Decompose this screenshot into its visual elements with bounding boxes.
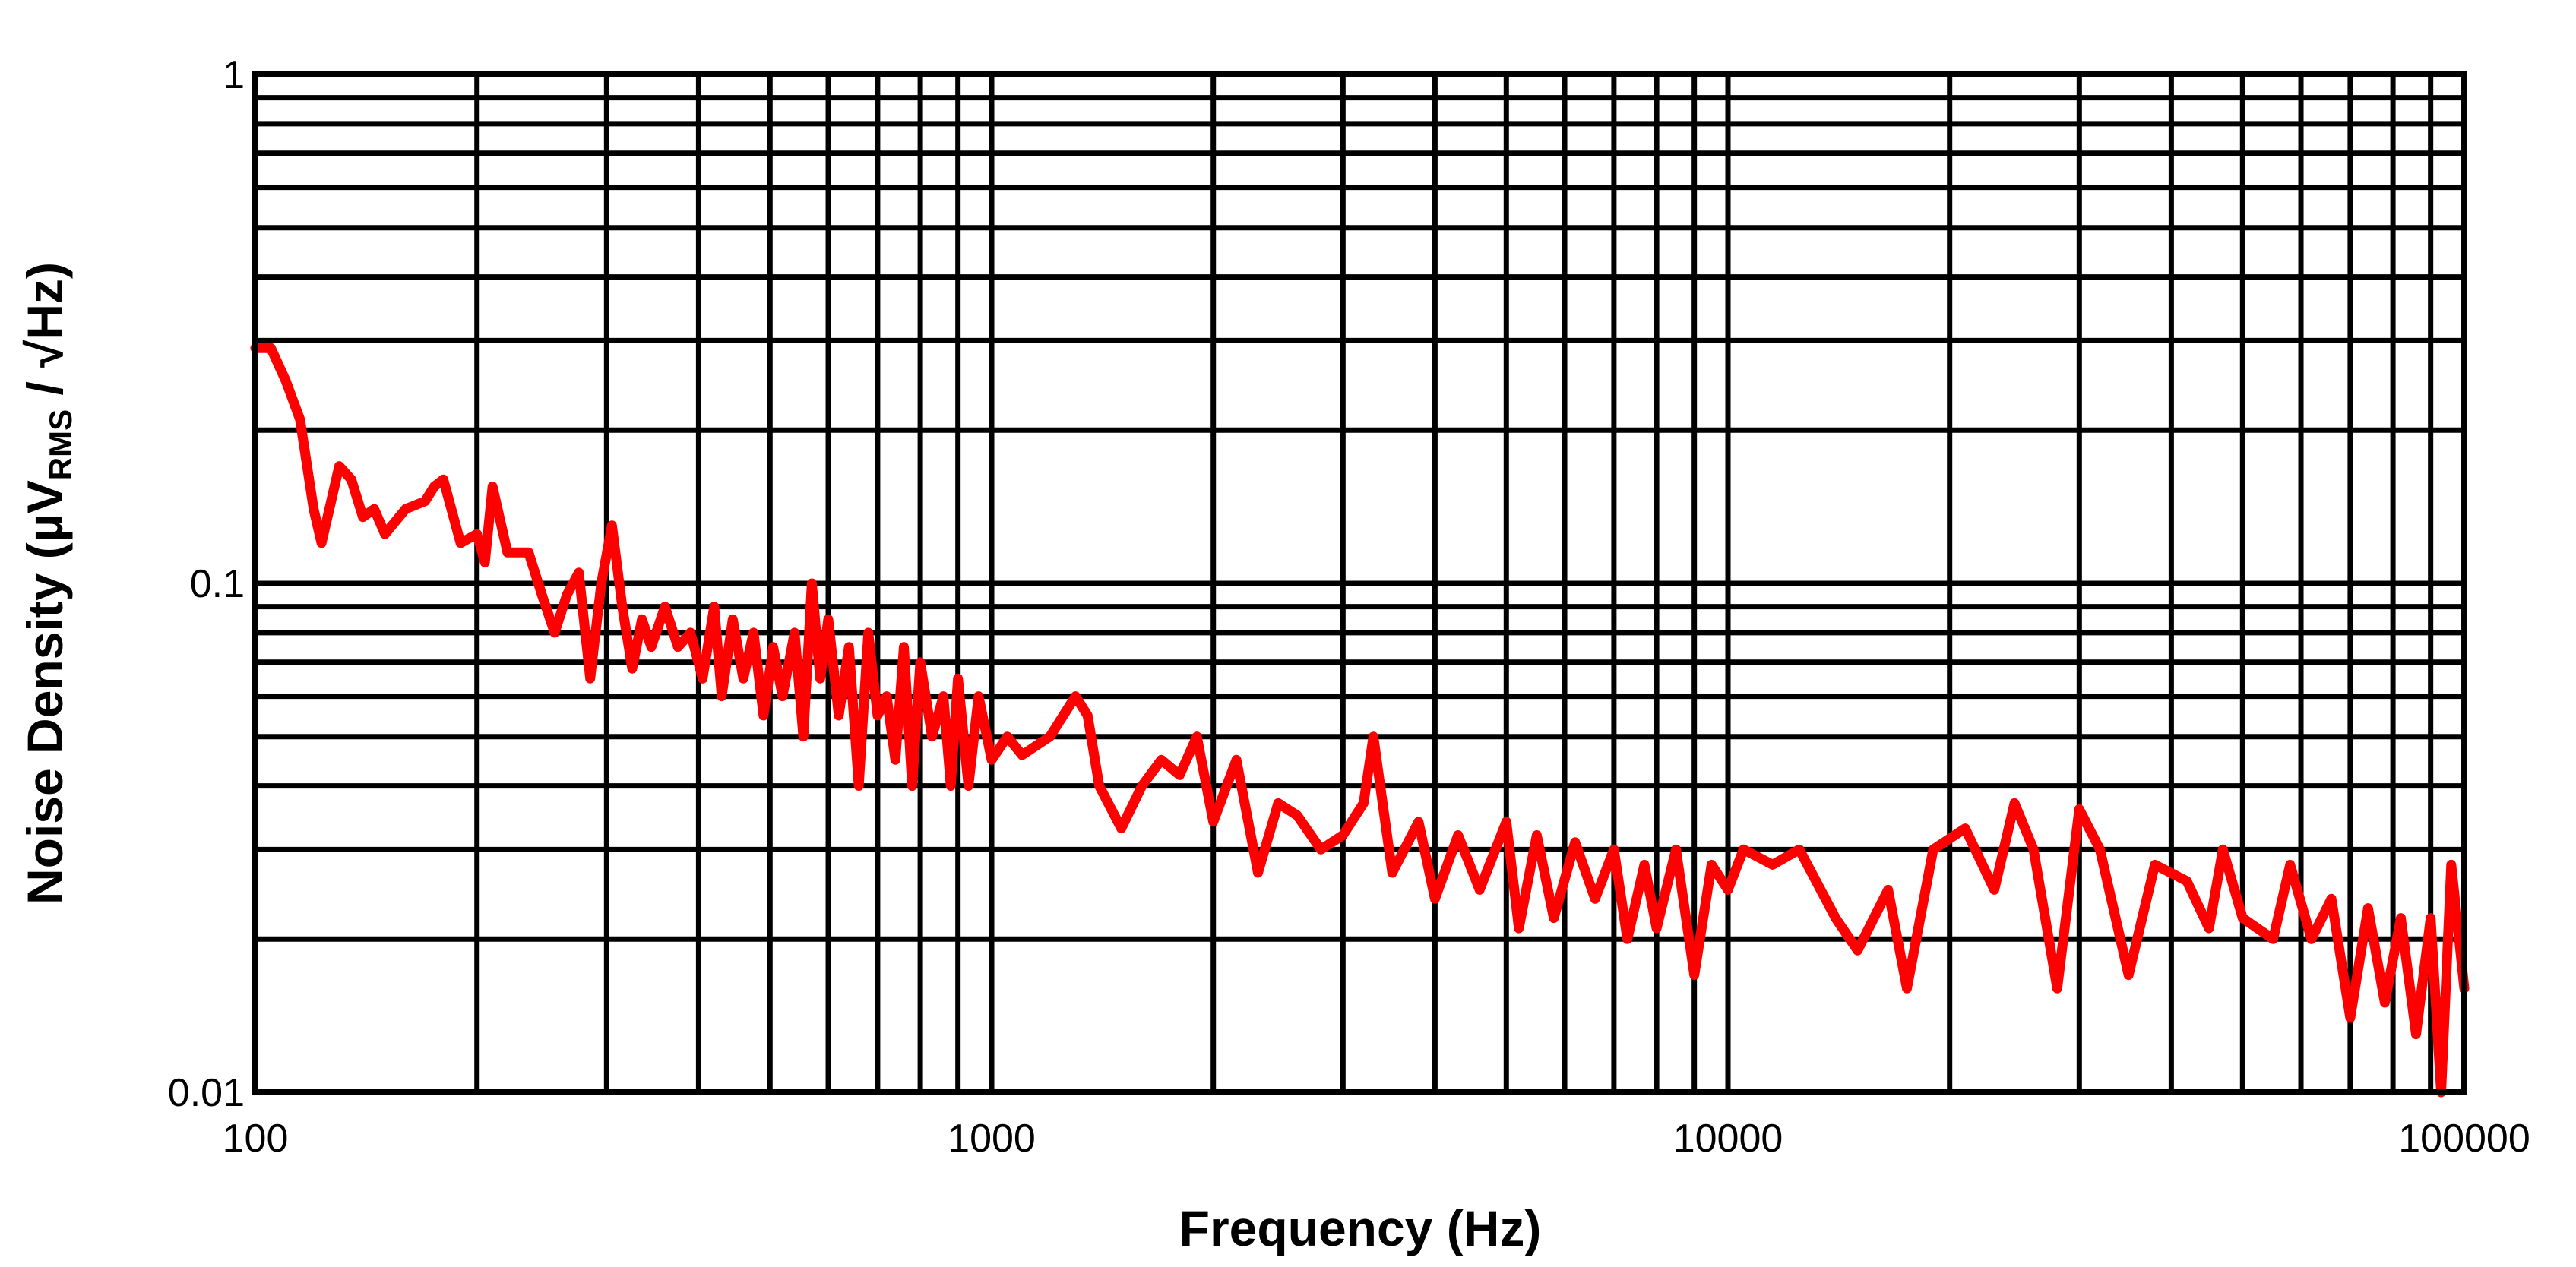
x-tick-label: 10000 [1673, 1117, 1783, 1161]
y-tick-label: 0.01 [168, 1071, 245, 1115]
x-tick-label: 100000 [2398, 1117, 2530, 1161]
y-axis-label-main: Noise Density (µV [17, 480, 73, 905]
y-tick-labels: 1 0.1 0.01 [168, 53, 245, 1115]
x-axis-label: Frequency (Hz) [1179, 1200, 1542, 1256]
y-tick-label: 1 [223, 53, 245, 97]
y-axis-label: Noise Density (µVRMS / √Hz) [17, 262, 78, 905]
y-axis-label-tail: / √Hz) [17, 262, 73, 409]
y-tick-label: 0.1 [190, 562, 245, 606]
x-tick-labels: 100 1000 10000 100000 [223, 1117, 2530, 1161]
y-axis-label-sub: RMS [43, 409, 78, 480]
noise-density-line [250, 343, 2470, 1098]
series-layer [250, 343, 2470, 1098]
x-tick-label: 100 [223, 1117, 289, 1161]
plot-frame [252, 71, 2467, 1095]
x-tick-label: 1000 [948, 1117, 1036, 1161]
